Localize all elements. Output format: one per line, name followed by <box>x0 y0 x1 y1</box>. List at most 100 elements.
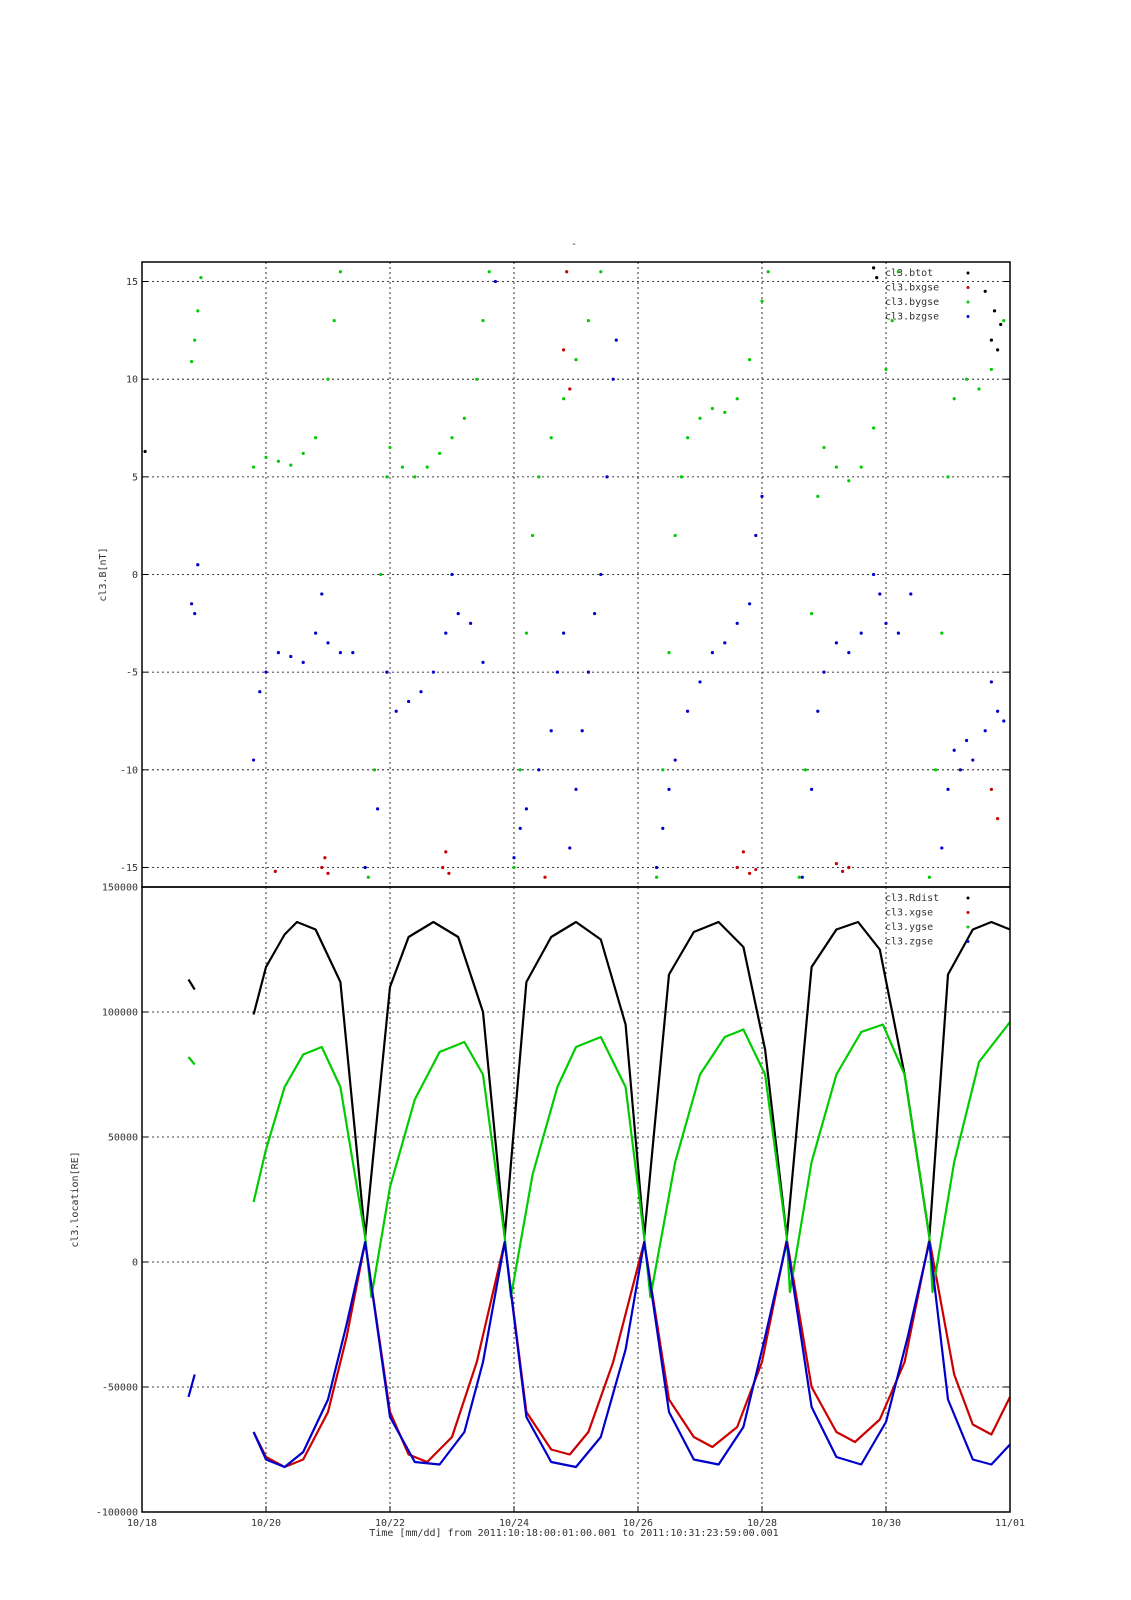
data-point <box>723 641 727 645</box>
legend-label: cl3.bxgse <box>885 283 939 294</box>
legend-marker <box>966 925 970 929</box>
magnetic-field-legend: cl3.btot cl3.bxgse cl3.bygse cl3.bzgse <box>885 268 970 323</box>
data-point <box>524 631 529 635</box>
data-point <box>580 729 584 733</box>
data-point <box>896 631 901 635</box>
data-point <box>992 309 997 313</box>
data-point <box>810 611 814 616</box>
data-point <box>441 865 445 870</box>
data-point <box>686 709 690 713</box>
data-point <box>611 377 615 381</box>
data-point <box>568 387 572 391</box>
data-point <box>847 479 851 483</box>
data-point <box>447 871 451 875</box>
data-point <box>332 318 336 323</box>
x-tick-label: 10/22 <box>375 1518 405 1529</box>
legend-label: cl3.ygse <box>885 922 933 933</box>
data-point <box>326 377 330 381</box>
data-point <box>276 651 280 655</box>
legend-label: cl3.bzgse <box>885 312 939 323</box>
data-point <box>655 865 659 870</box>
data-point <box>971 758 975 762</box>
data-point <box>338 270 342 274</box>
data-point <box>537 475 541 479</box>
data-point <box>952 397 956 401</box>
series-cl3-ygse <box>187 1021 1011 1299</box>
data-point <box>363 865 367 870</box>
location-y-tick-label: -50000 <box>102 1383 138 1394</box>
data-point <box>999 322 1003 327</box>
data-point <box>444 850 448 854</box>
data-point <box>562 631 566 635</box>
data-point <box>264 670 268 674</box>
data-point <box>555 670 560 674</box>
data-point <box>872 572 876 577</box>
data-point <box>614 338 618 342</box>
data-point <box>847 865 851 870</box>
data-point <box>524 807 529 811</box>
data-point <box>940 846 944 850</box>
data-point <box>143 449 147 454</box>
data-point <box>574 358 578 362</box>
location-series <box>187 920 1011 1469</box>
data-point <box>909 592 913 596</box>
data-point <box>475 377 479 381</box>
location-y-ticks: 150000 100000 50000 0 -50000 -100000 <box>96 883 1010 1519</box>
data-point <box>766 270 770 274</box>
data-point <box>431 670 435 674</box>
magnetic-field-y-tick-label: -15 <box>120 863 138 874</box>
data-point <box>661 768 665 772</box>
legend-label: cl3.bygse <box>885 297 939 308</box>
data-point <box>419 690 423 694</box>
series-line <box>252 1238 1011 1469</box>
data-point <box>760 494 764 498</box>
legend-marker <box>966 896 970 900</box>
data-point <box>193 338 197 342</box>
data-point <box>512 856 516 860</box>
series-cl3-Rdist <box>187 920 1011 1239</box>
legend-label: cl3.zgse <box>885 937 933 948</box>
magnetic-field-grid <box>142 262 1010 887</box>
magnetic-field-y-tick-label: 15 <box>126 277 138 288</box>
data-point <box>199 276 203 280</box>
data-point <box>723 410 727 414</box>
data-point <box>655 875 659 879</box>
data-point <box>320 592 324 596</box>
x-tick-label: 10/24 <box>499 1518 529 1529</box>
data-point <box>469 621 473 625</box>
data-point <box>989 787 994 791</box>
data-point <box>896 270 901 274</box>
data-point <box>834 465 839 469</box>
data-point <box>385 670 389 674</box>
data-point <box>958 768 963 772</box>
data-point <box>816 709 820 713</box>
data-point <box>456 611 460 616</box>
data-point <box>326 641 330 645</box>
data-point <box>748 602 752 606</box>
data-point <box>735 865 739 870</box>
data-point <box>276 459 280 463</box>
data-point <box>741 850 746 854</box>
data-point <box>996 817 1000 821</box>
magnetic-field-y-ticks: 15 10 5 0 -5 -10 -15 <box>120 277 1010 874</box>
data-point <box>667 651 671 655</box>
series-line <box>187 1240 1011 1469</box>
data-point <box>989 338 994 342</box>
legend-label: cl3.xgse <box>885 908 933 919</box>
data-point <box>549 436 553 440</box>
magnetic-field-y-tick-label: -5 <box>126 668 138 679</box>
data-point <box>965 738 969 743</box>
data-point <box>379 572 383 577</box>
data-point <box>946 475 950 479</box>
magnetic-field-y-tick-label: 5 <box>132 472 138 483</box>
data-point <box>989 680 994 684</box>
series-cl3-zgse <box>187 1240 1011 1469</box>
data-point <box>320 865 324 870</box>
data-point <box>481 660 485 664</box>
data-point <box>593 611 597 616</box>
data-point <box>816 494 820 498</box>
data-point <box>673 758 677 762</box>
data-point <box>797 875 801 879</box>
x-tick-label: 10/20 <box>251 1518 281 1529</box>
data-point <box>735 621 739 625</box>
